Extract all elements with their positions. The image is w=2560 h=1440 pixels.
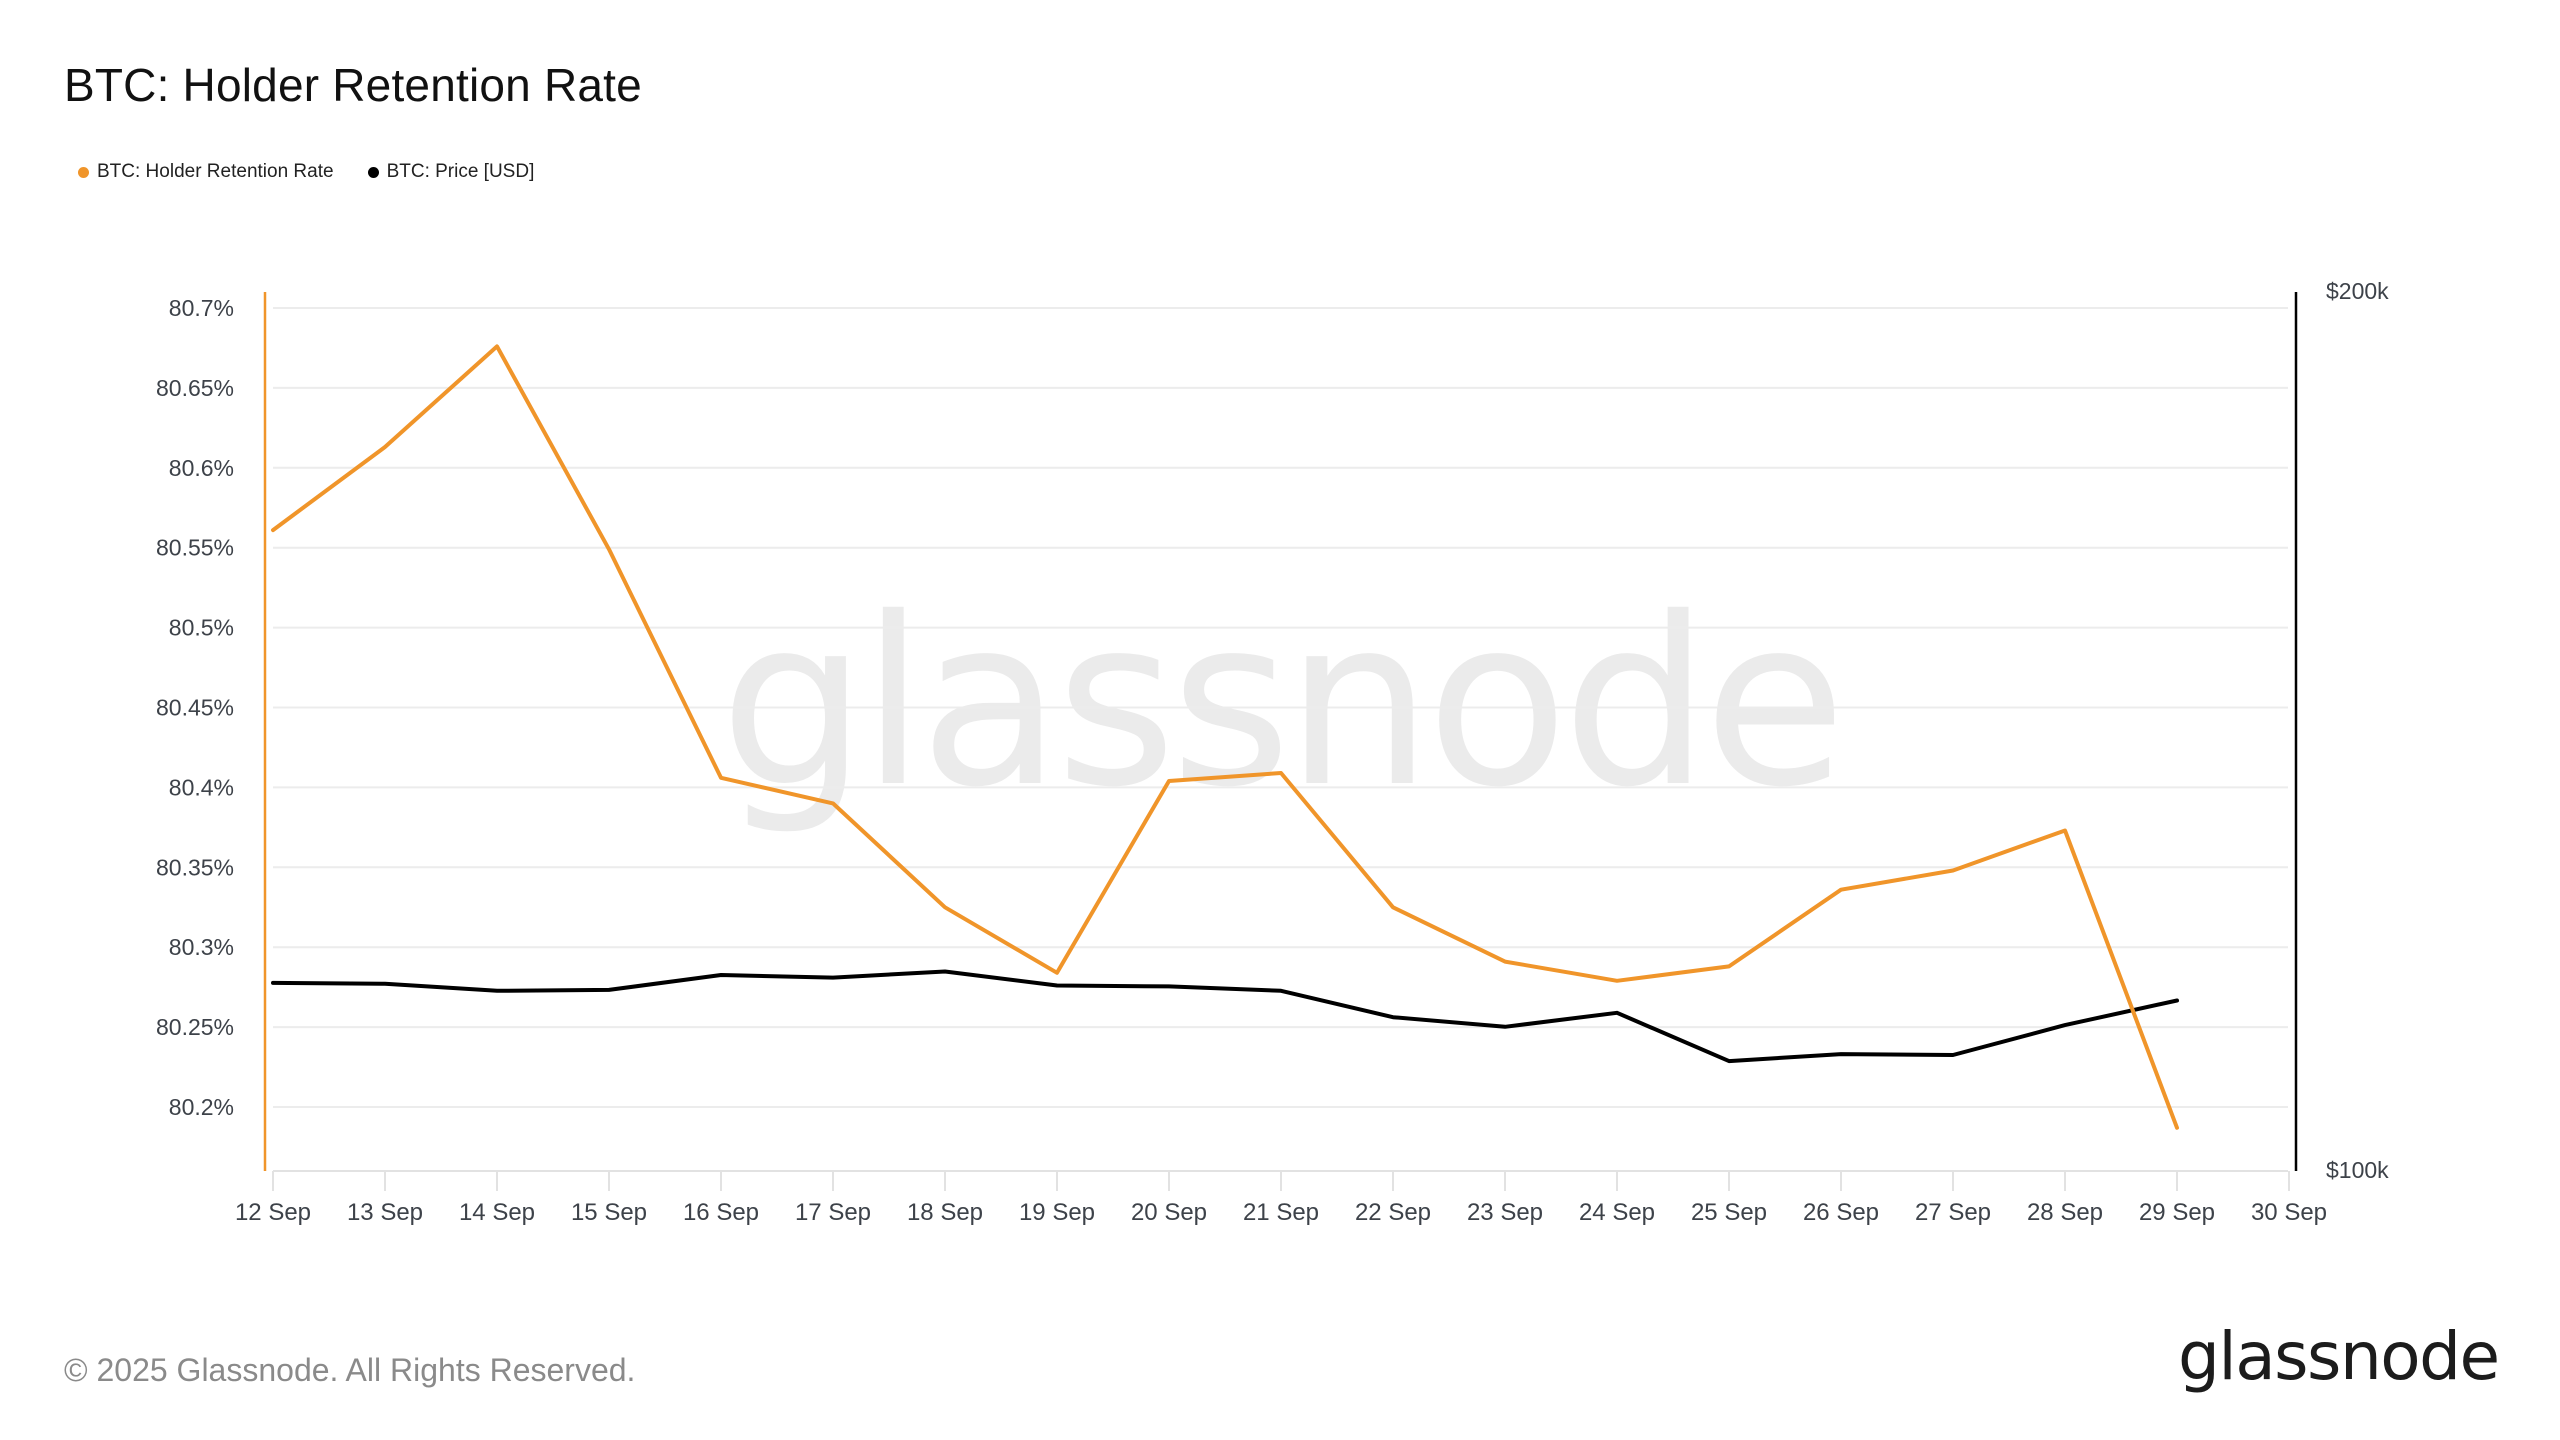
y-left-tick-label: 80.65% [156, 375, 234, 401]
x-tick-label: 15 Sep [571, 1199, 647, 1226]
y-left-tick-label: 80.25% [156, 1014, 234, 1040]
legend-label: BTC: Holder Retention Rate [97, 161, 334, 182]
y-axis-right: $200k $100k [2294, 278, 2389, 1183]
x-tick-label: 12 Sep [235, 1199, 311, 1226]
x-tick-label: 23 Sep [1467, 1199, 1543, 1226]
y-left-tick-label: 80.2% [169, 1094, 234, 1120]
legend: BTC: Holder Retention Rate BTC: Price [U… [78, 161, 534, 183]
x-tick-label: 21 Sep [1243, 1199, 1319, 1226]
black-dot-icon [367, 166, 379, 178]
x-tick-label: 16 Sep [683, 1199, 759, 1226]
y-left-tick-label: 80.35% [156, 854, 234, 880]
gridlines [273, 307, 2288, 1108]
y-left-tick-label: 80.55% [156, 535, 234, 561]
x-tick-label: 24 Sep [1579, 1199, 1655, 1226]
x-tick-label: 20 Sep [1131, 1199, 1207, 1226]
y-left-tick-label: 80.4% [169, 774, 234, 800]
legend-label: BTC: Price [USD] [386, 161, 535, 182]
y-axis-left: 80.7% 80.65% 80.6% 80.55% 80.5% 80.45% 80.4% 80… [156, 292, 267, 1171]
x-tick-label: 17 Sep [795, 1199, 871, 1226]
x-tick-label: 19 Sep [1019, 1199, 1095, 1226]
x-tick-label: 29 Sep [2139, 1199, 2215, 1226]
y-left-tick-label: 80.7% [169, 295, 234, 321]
orange-dot-icon [78, 166, 89, 178]
x-tick-label: 13 Sep [347, 1199, 423, 1226]
x-tick-label: 22 Sep [1355, 1199, 1431, 1226]
price-series-line [271, 969, 2179, 1064]
legend-item-retention-rate[interactable]: BTC: Holder Retention Rate [78, 161, 334, 183]
x-axis: 12 Sep 13 Sep 14 Sep 15 Sep 16 Sep 17 Sep 18 S… [235, 1170, 2327, 1226]
x-tick-label: 14 Sep [459, 1199, 535, 1226]
x-tick-label: 25 Sep [1691, 1199, 1767, 1226]
y-right-tick-label: $200k [2326, 278, 2389, 304]
x-tick-label: 28 Sep [2027, 1199, 2103, 1226]
copyright-notice: © 2025 Glassnode. All Rights Reserved. [64, 1352, 636, 1388]
y-left-tick-label: 80.3% [169, 934, 234, 960]
retention-rate-series-line [271, 344, 2179, 1130]
chart-title: BTC: Holder Retention Rate [64, 59, 642, 111]
legend-item-price[interactable]: BTC: Price [USD] [367, 161, 535, 183]
y-left-tick-label: 80.6% [169, 455, 234, 481]
x-tick-label: 30 Sep [2251, 1199, 2327, 1226]
glassnode-logo: glassnode [2178, 1318, 2500, 1395]
y-right-tick-label: $100k [2326, 1157, 2389, 1183]
y-left-tick-label: 80.5% [169, 615, 234, 641]
x-tick-label: 27 Sep [1915, 1199, 1991, 1226]
watermark: glassnode [720, 568, 1841, 838]
x-tick-label: 18 Sep [907, 1199, 983, 1226]
y-left-tick-label: 80.45% [156, 695, 234, 721]
x-tick-label: 26 Sep [1803, 1199, 1879, 1226]
